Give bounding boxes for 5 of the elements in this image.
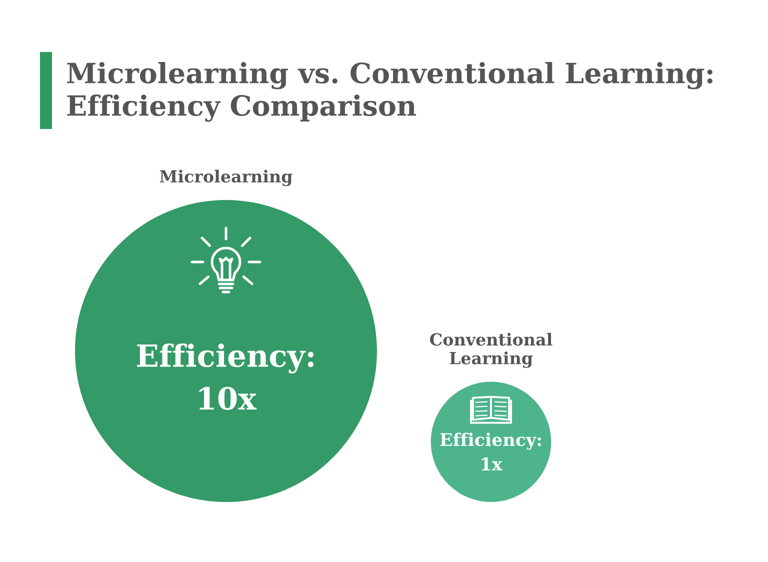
category-label: Conventional Learning: [430, 332, 552, 368]
category-label: Microlearning: [160, 170, 292, 186]
data-label: Efficiency: 10x: [137, 344, 314, 410]
text: Microlearning vs. Conventional Learning: Efficiency Comparison: [67, 62, 712, 122]
data-label: Efficiency: 1x: [440, 432, 541, 470]
